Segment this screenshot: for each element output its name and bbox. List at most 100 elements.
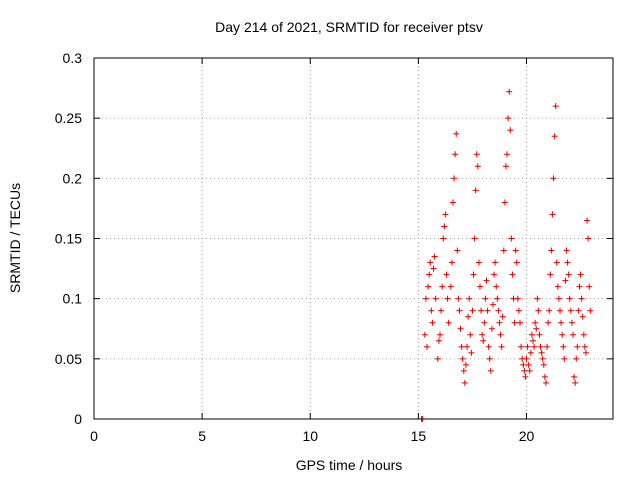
data-point	[582, 349, 589, 356]
data-point	[488, 325, 495, 332]
x-axis-title: GPS time / hours	[296, 457, 403, 473]
data-point	[491, 271, 498, 278]
data-point	[512, 247, 519, 254]
data-point	[531, 343, 538, 350]
data-point	[514, 295, 521, 302]
data-point	[511, 319, 518, 326]
data-point	[473, 151, 480, 158]
data-point	[565, 271, 572, 278]
data-point	[524, 343, 531, 350]
data-point	[497, 331, 504, 338]
data-point	[580, 331, 587, 338]
data-point	[513, 259, 520, 266]
data-point	[440, 235, 447, 242]
data-point	[470, 271, 477, 278]
data-point	[425, 283, 432, 290]
data-point	[566, 295, 573, 302]
data-point	[534, 295, 541, 302]
y-tick-label: 0.15	[55, 231, 82, 247]
data-point	[585, 235, 592, 242]
x-tick-label: 15	[411, 428, 427, 444]
data-point	[567, 307, 574, 314]
y-tick-label: 0.2	[63, 170, 83, 186]
data-point	[432, 295, 439, 302]
data-point	[474, 163, 481, 170]
x-tick-label: 20	[519, 428, 535, 444]
data-point	[499, 313, 506, 320]
data-point	[451, 175, 458, 182]
data-point	[434, 355, 441, 362]
data-point	[471, 235, 478, 242]
data-point	[533, 325, 540, 332]
data-point	[427, 259, 434, 266]
data-point	[550, 175, 557, 182]
data-point	[457, 325, 464, 332]
data-point	[527, 349, 534, 356]
data-point	[573, 355, 580, 362]
data-point	[521, 367, 528, 374]
data-point	[522, 373, 529, 380]
x-tick-label: 0	[90, 428, 98, 444]
data-point	[553, 259, 560, 266]
data-point	[569, 331, 576, 338]
data-point	[492, 259, 499, 266]
data-point	[515, 307, 522, 314]
data-point	[532, 319, 539, 326]
data-point	[584, 217, 591, 224]
data-point	[452, 151, 459, 158]
data-points	[418, 88, 594, 422]
data-point	[479, 331, 486, 338]
grid-layer	[94, 58, 613, 419]
data-point	[498, 343, 505, 350]
data-point	[554, 283, 561, 290]
data-point	[544, 343, 551, 350]
data-point	[568, 319, 575, 326]
data-point	[541, 373, 548, 380]
data-point	[586, 283, 593, 290]
chart-title: Day 214 of 2021, SRMTID for receiver pts…	[215, 19, 483, 35]
data-point	[537, 343, 544, 350]
data-point	[536, 331, 543, 338]
plot-frame	[93, 57, 614, 420]
y-tick-label: 0.1	[63, 291, 83, 307]
data-point	[458, 343, 465, 350]
data-point	[467, 331, 474, 338]
data-point	[475, 259, 482, 266]
data-point	[484, 307, 491, 314]
data-point	[438, 307, 445, 314]
data-point	[526, 367, 533, 374]
data-point	[509, 271, 516, 278]
data-point	[547, 271, 554, 278]
data-point	[435, 337, 442, 344]
data-point	[506, 88, 513, 95]
data-point	[449, 199, 456, 206]
data-point	[555, 295, 562, 302]
data-point	[560, 343, 567, 350]
data-point	[518, 343, 525, 350]
data-point	[489, 301, 496, 308]
data-point	[460, 367, 467, 374]
data-point	[442, 211, 449, 218]
data-point	[539, 355, 546, 362]
data-point	[461, 379, 468, 386]
y-tick-label: 0.3	[63, 50, 83, 66]
data-point	[508, 235, 515, 242]
data-point	[587, 307, 594, 314]
data-point	[486, 355, 493, 362]
axis-ticks: 0 5 10 15 20 0 0.05 0.1 0.15 0.2 0.25 0.3	[55, 50, 613, 444]
data-point	[448, 259, 455, 266]
data-point	[505, 115, 512, 122]
data-point	[542, 379, 549, 386]
data-point	[426, 271, 433, 278]
data-point	[496, 319, 503, 326]
x-tick-label: 5	[198, 428, 206, 444]
data-point	[561, 355, 568, 362]
data-point	[557, 307, 564, 314]
data-point	[424, 343, 431, 350]
data-point	[545, 319, 552, 326]
data-point	[495, 307, 502, 314]
y-tick-label: 0	[74, 411, 82, 427]
data-point	[571, 373, 578, 380]
y-tick-label: 0.25	[55, 110, 82, 126]
